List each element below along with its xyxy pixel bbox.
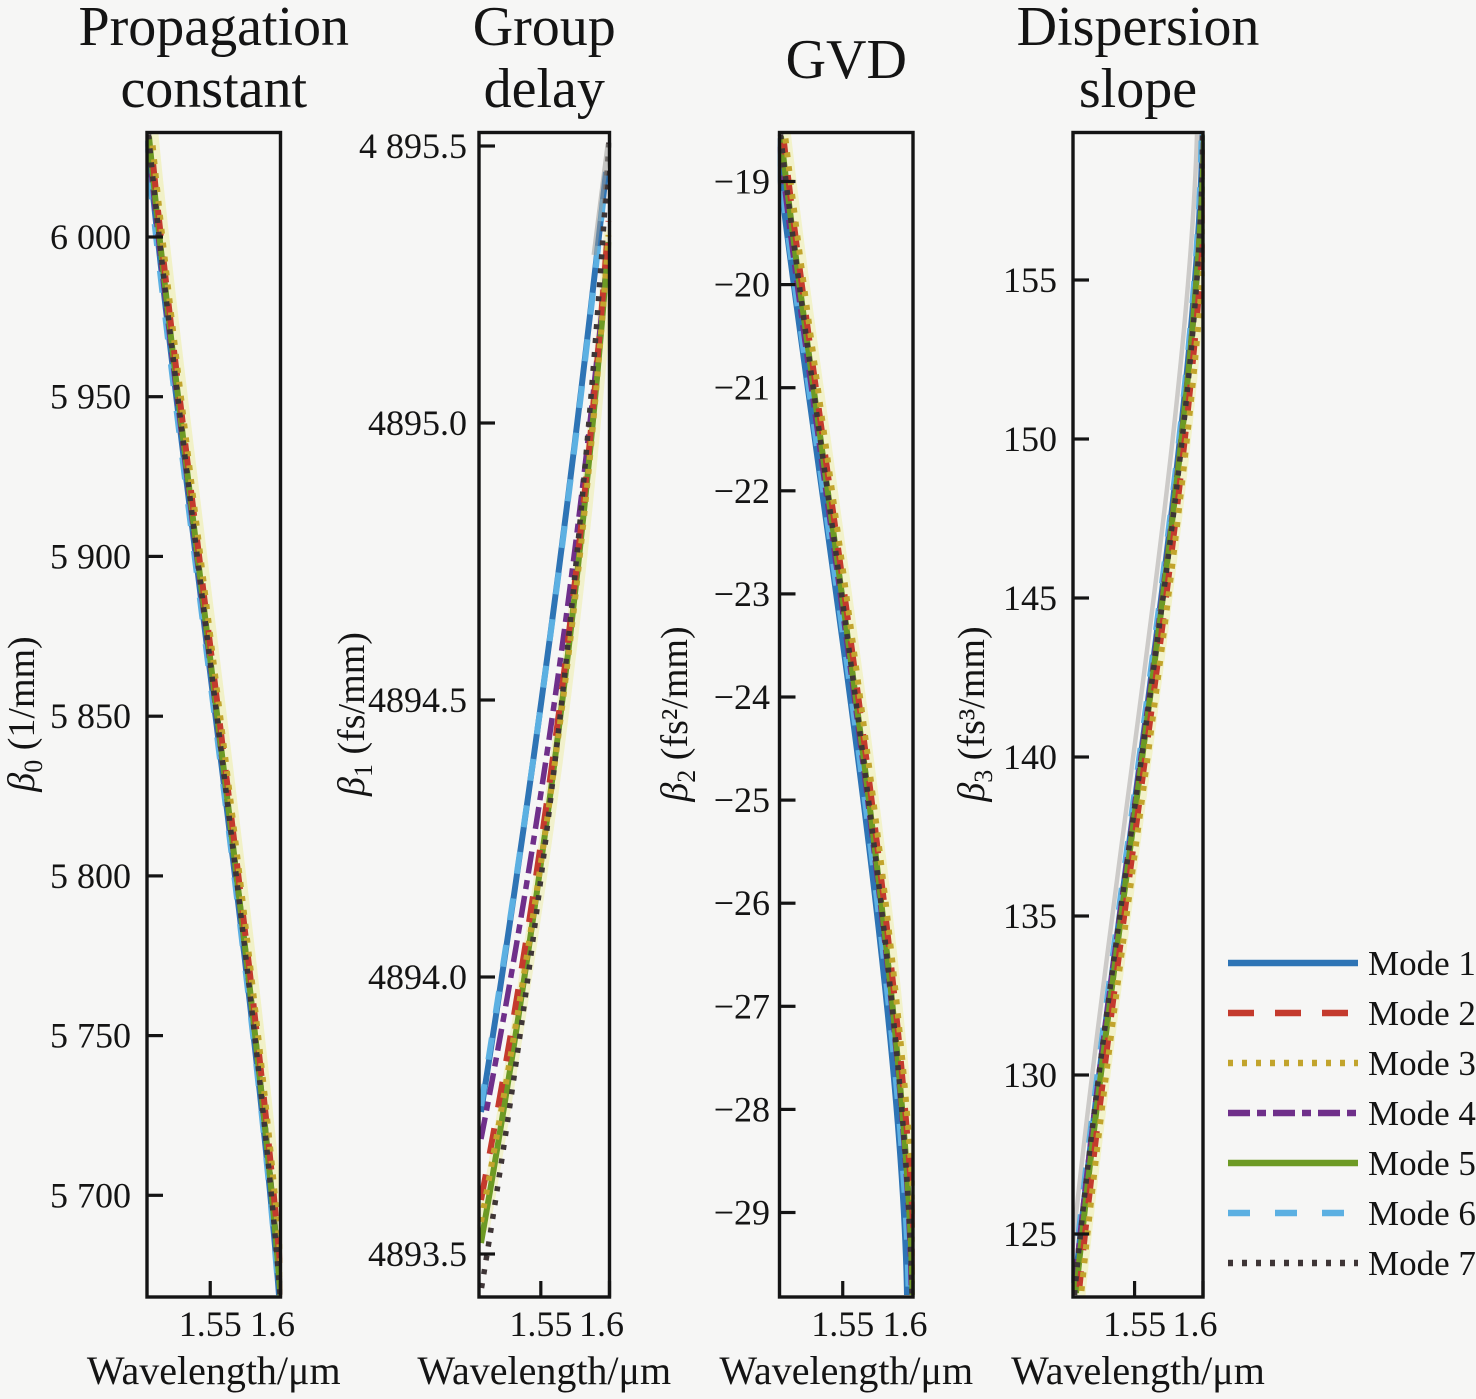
svg-text:Wavelength/μm: Wavelength/μm bbox=[719, 1348, 973, 1393]
svg-text:Wavelength/μm: Wavelength/μm bbox=[417, 1348, 671, 1393]
svg-text:delay: delay bbox=[484, 58, 605, 120]
svg-text:Dispersion: Dispersion bbox=[1017, 0, 1260, 58]
svg-text:4895.0: 4895.0 bbox=[368, 403, 467, 443]
svg-text:1.55: 1.55 bbox=[811, 1304, 874, 1344]
svg-text:β2 (fs²/mm): β2 (fs²/mm) bbox=[654, 626, 701, 802]
svg-text:5 950: 5 950 bbox=[50, 377, 131, 417]
svg-text:1.6: 1.6 bbox=[1173, 1304, 1218, 1344]
svg-text:slope: slope bbox=[1079, 58, 1197, 120]
svg-text:Wavelength/μm: Wavelength/μm bbox=[87, 1348, 341, 1393]
svg-text:−29: −29 bbox=[714, 1193, 770, 1233]
svg-text:Mode 4: Mode 4 bbox=[1368, 1094, 1476, 1133]
svg-text:135: 135 bbox=[1003, 896, 1057, 936]
svg-text:5 850: 5 850 bbox=[50, 696, 131, 736]
svg-text:−28: −28 bbox=[714, 1089, 770, 1129]
svg-text:6 000: 6 000 bbox=[50, 217, 131, 257]
svg-text:5 750: 5 750 bbox=[50, 1016, 131, 1056]
svg-text:1.6: 1.6 bbox=[883, 1304, 928, 1344]
svg-text:140: 140 bbox=[1003, 737, 1057, 777]
svg-text:−20: −20 bbox=[714, 265, 770, 305]
svg-text:5 700: 5 700 bbox=[50, 1175, 131, 1215]
svg-text:Mode 6: Mode 6 bbox=[1368, 1194, 1476, 1233]
svg-text:β3 (fs³/mm): β3 (fs³/mm) bbox=[951, 626, 998, 802]
svg-text:130: 130 bbox=[1003, 1055, 1057, 1095]
svg-text:−19: −19 bbox=[714, 162, 770, 202]
svg-text:Mode 1: Mode 1 bbox=[1368, 944, 1476, 983]
svg-text:GVD: GVD bbox=[786, 29, 907, 91]
svg-text:150: 150 bbox=[1003, 419, 1057, 459]
svg-text:Wavelength/μm: Wavelength/μm bbox=[1011, 1348, 1265, 1393]
svg-text:5 900: 5 900 bbox=[50, 536, 131, 576]
svg-text:−23: −23 bbox=[714, 574, 770, 614]
svg-text:−24: −24 bbox=[714, 677, 770, 717]
svg-text:Mode 2: Mode 2 bbox=[1368, 994, 1476, 1033]
svg-text:155: 155 bbox=[1003, 260, 1057, 300]
svg-text:−26: −26 bbox=[714, 883, 770, 923]
svg-text:145: 145 bbox=[1003, 578, 1057, 618]
svg-text:Mode 7: Mode 7 bbox=[1368, 1244, 1476, 1283]
svg-text:−21: −21 bbox=[714, 368, 770, 408]
svg-text:1.6: 1.6 bbox=[250, 1304, 295, 1344]
svg-text:constant: constant bbox=[120, 58, 307, 120]
svg-text:β1 (fs/mm): β1 (fs/mm) bbox=[331, 632, 378, 797]
svg-text:Mode 5: Mode 5 bbox=[1368, 1144, 1476, 1183]
svg-text:4894.0: 4894.0 bbox=[368, 957, 467, 997]
svg-text:1.55: 1.55 bbox=[179, 1304, 242, 1344]
svg-text:1.55: 1.55 bbox=[1103, 1304, 1166, 1344]
svg-text:5 800: 5 800 bbox=[50, 856, 131, 896]
svg-text:125: 125 bbox=[1003, 1214, 1057, 1254]
svg-text:Propagation: Propagation bbox=[78, 0, 349, 58]
svg-text:Mode 3: Mode 3 bbox=[1368, 1044, 1476, 1083]
svg-text:−22: −22 bbox=[714, 471, 770, 511]
svg-text:4893.5: 4893.5 bbox=[368, 1234, 467, 1274]
svg-text:4 895.5: 4 895.5 bbox=[359, 126, 467, 166]
svg-text:−27: −27 bbox=[714, 986, 770, 1026]
svg-text:−25: −25 bbox=[714, 780, 770, 820]
svg-text:1.6: 1.6 bbox=[579, 1304, 624, 1344]
svg-text:Group: Group bbox=[473, 0, 616, 58]
svg-text:4894.5: 4894.5 bbox=[368, 680, 467, 720]
svg-text:1.55: 1.55 bbox=[509, 1304, 572, 1344]
svg-text:β0 (1/mm): β0 (1/mm) bbox=[1, 636, 48, 792]
